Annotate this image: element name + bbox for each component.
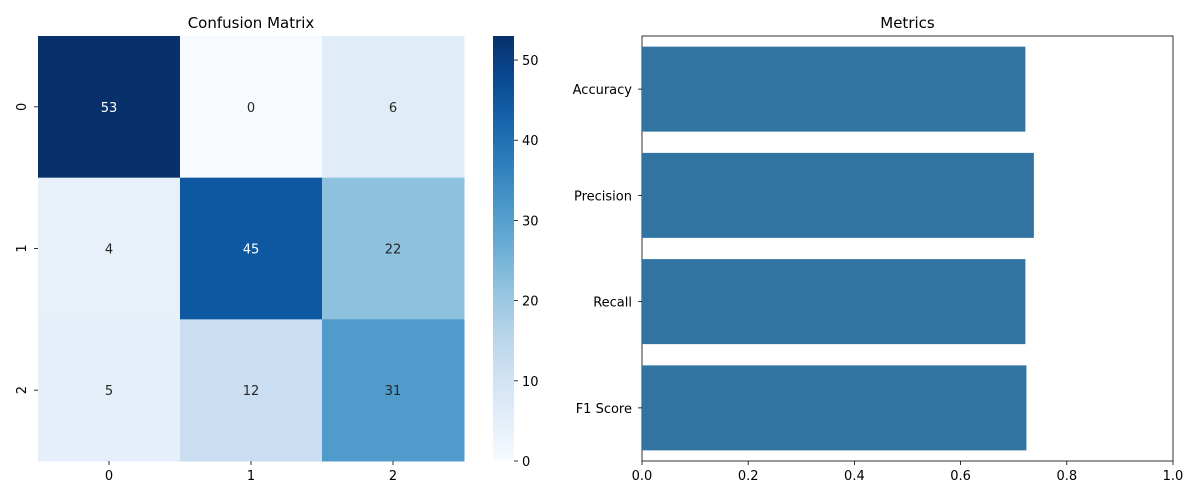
metric-category-label: Recall — [593, 296, 632, 311]
x-tick-label: 0 — [105, 469, 113, 484]
metric-bar — [642, 46, 1026, 132]
metric-bars — [642, 46, 1034, 451]
metric-value-tick-label: 0.6 — [950, 469, 971, 484]
heatmap-cell-label: 5 — [105, 384, 113, 399]
colorbar-ticks: 0 10 20 30 40 50 — [514, 54, 539, 470]
x-tick-label: 1 — [247, 469, 255, 484]
metric-value-ticks: 0.0 0.2 0.4 0.6 0.8 1.0 — [632, 461, 1184, 484]
heatmap-cell — [322, 177, 465, 320]
heatmap-cell-label: 12 — [243, 384, 260, 399]
heatmap-cell — [180, 319, 323, 462]
metric-value-tick-label: 0.2 — [738, 469, 759, 484]
metric-category-label: Accuracy — [573, 83, 633, 98]
heatmap-cell — [322, 36, 465, 179]
heatmap-cell-label: 31 — [385, 384, 402, 399]
heatmap-cell-label: 6 — [389, 101, 397, 116]
heatmap-cell-label: 53 — [101, 101, 118, 116]
metric-value-tick-label: 1.0 — [1163, 469, 1184, 484]
x-tick-label: 2 — [389, 469, 397, 484]
heatmap-x-ticks: 0 1 2 — [105, 461, 397, 484]
colorbar-tick-label: 30 — [522, 214, 539, 229]
heatmap-cell-label: 4 — [105, 243, 113, 258]
colorbar — [493, 36, 514, 461]
heatmap-cell — [180, 177, 323, 320]
heatmap-cells: 53 0 6 4 45 22 5 12 31 — [38, 36, 465, 462]
metric-category-ticks: Accuracy Precision Recall F1 Score — [573, 83, 642, 417]
heatmap-cell-label: 45 — [243, 243, 260, 258]
metric-bar — [642, 365, 1027, 451]
metric-value-tick-label: 0.8 — [1056, 469, 1077, 484]
heatmap-y-ticks: 0 1 2 — [15, 103, 38, 394]
y-tick-label: 2 — [15, 386, 30, 394]
heatmap-cell — [322, 319, 465, 462]
heatmap-cell — [38, 177, 181, 320]
colorbar-tick-label: 50 — [522, 54, 539, 69]
heatmap-cell — [38, 36, 181, 179]
colorbar-tick-label: 10 — [522, 375, 539, 390]
heatmap-cell — [38, 319, 181, 462]
metric-value-tick-label: 0.4 — [844, 469, 865, 484]
confusion-matrix-title: Confusion Matrix — [188, 14, 315, 32]
y-tick-label: 1 — [15, 244, 30, 252]
metric-category-label: F1 Score — [576, 402, 632, 417]
metrics-title: Metrics — [880, 14, 935, 32]
y-tick-label: 0 — [15, 103, 30, 111]
metric-bar — [642, 259, 1026, 345]
heatmap-cell-label: 22 — [385, 243, 402, 258]
metrics-axes-frame — [641, 35, 1174, 462]
colorbar-tick-label: 40 — [522, 134, 539, 149]
colorbar-tick-label: 20 — [522, 295, 539, 310]
heatmap-cell-label: 0 — [247, 101, 255, 116]
colorbar-tick-label: 0 — [522, 455, 530, 470]
metric-category-label: Precision — [574, 189, 632, 204]
heatmap-cell — [180, 36, 323, 179]
metric-value-tick-label: 0.0 — [632, 469, 653, 484]
metric-bar — [642, 152, 1034, 238]
